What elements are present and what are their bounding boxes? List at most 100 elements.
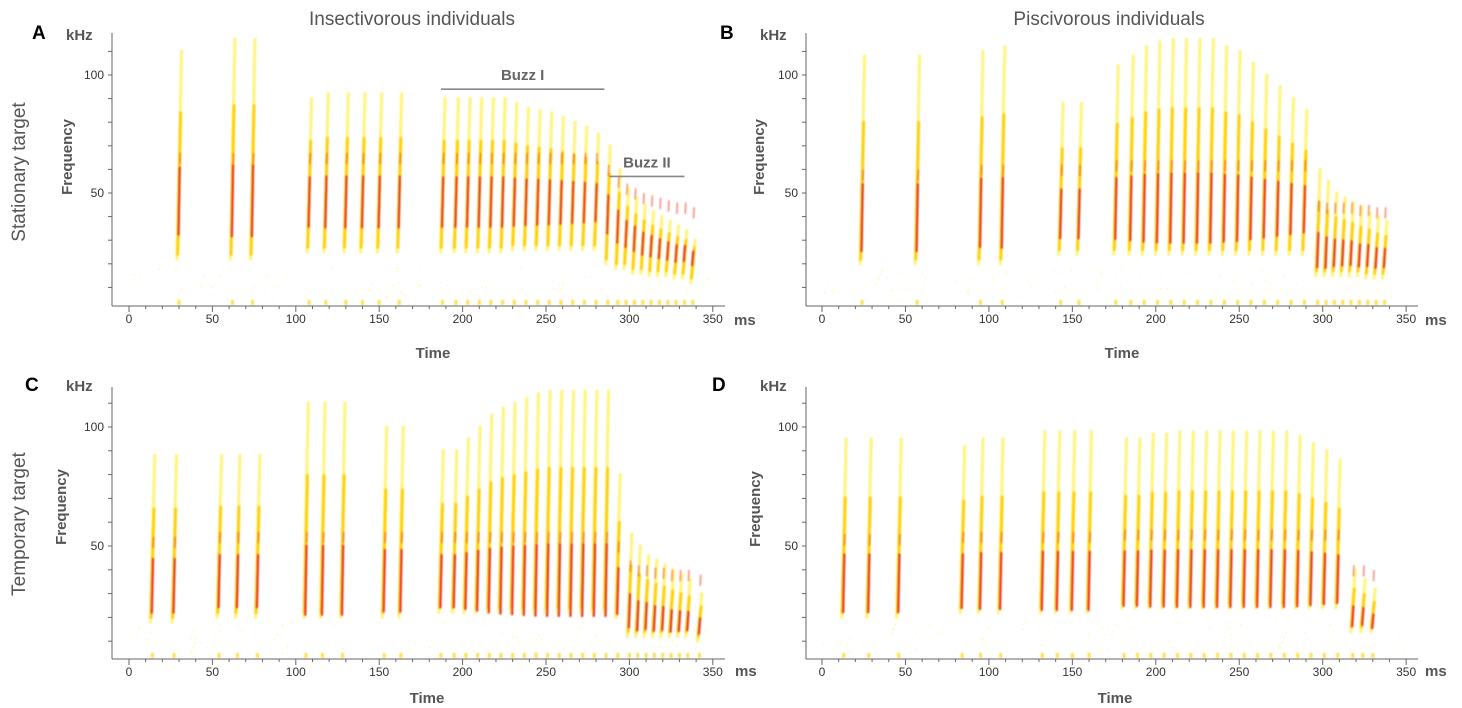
call-mark [1380,207,1389,305]
noise-speck [841,634,844,637]
noise-speck [1374,642,1377,645]
call-mark [1120,437,1129,658]
x-tick-label: 350 [1396,312,1416,326]
noise-speck [1070,270,1073,272]
noise-speck [535,639,537,641]
call-mark [998,45,1007,305]
noise-speck [1304,632,1307,634]
noise-speck [142,625,144,627]
call-mark [1267,430,1276,658]
noise-speck [496,645,499,647]
noise-speck [580,627,582,629]
noise-speck [561,284,564,286]
noise-speck [694,647,696,650]
noise-speck [203,275,205,277]
noise-speck [1361,647,1363,649]
noise-speck [890,633,893,636]
spectrogram-plot: 50 100 0 50 100 150 200 250 300 350 [778,387,1418,679]
call-mark [375,92,384,305]
call-mark [215,453,224,658]
y-tick-label: 50 [91,539,105,553]
noise-speck [959,291,961,293]
noise-speck [925,296,927,299]
noise-speck [878,278,880,280]
call-mark [397,425,405,658]
noise-speck [581,620,583,623]
noise-speck [159,623,161,626]
x-unit-label: ms [1425,663,1447,680]
call-mark [1173,430,1182,658]
noise-speck [1271,278,1274,280]
x-axis-title: Time [1098,690,1133,707]
spectrogram-plot: 50 100 0 50 100 150 200 250 300 350 [84,387,725,679]
noise-speck [193,629,195,632]
noise-speck [982,640,984,642]
noise-speck [1223,279,1225,281]
noise-speck [1265,279,1267,282]
noise-speck [1119,285,1122,287]
noise-speck [388,270,390,272]
noise-speck [417,297,419,299]
noise-speck [508,645,510,648]
panel-a: A kHz Frequency Time ms 50 100 0 50 100 150 20… [32,23,756,362]
noise-speck [1235,273,1238,276]
noise-speck [1040,644,1043,646]
noise-speck [921,272,923,275]
noise-speck [371,628,374,631]
call-mark [1322,179,1331,305]
y-unit-label: kHz [760,27,787,44]
noise-speck [1330,634,1332,637]
noise-speck [372,269,374,272]
noise-speck [378,621,380,623]
noise-speck [966,291,969,293]
noise-speck [141,620,143,622]
call-mark [462,437,471,658]
noise-speck [695,624,697,627]
y-axis-title: Frequency [747,470,764,547]
noise-speck [1329,277,1331,280]
noise-speck [577,633,579,635]
noise-speck [306,298,308,300]
noise-speck [493,296,495,298]
noise-speck [881,268,884,271]
x-tick-label: 150 [1062,312,1082,326]
noise-speck [240,629,243,631]
noise-speck [194,288,197,290]
noise-speck [276,633,278,635]
call-mark [840,437,848,658]
call-mark [1220,45,1229,305]
noise-speck [704,284,706,286]
x-tick-label: 50 [899,665,913,679]
noise-speck [371,282,374,285]
noise-speck [582,622,584,624]
noise-speck [179,292,181,294]
noise-speck [1285,632,1287,634]
call-mark [485,413,494,658]
call-mark [318,401,327,658]
noise-speck [705,628,708,630]
noise-speck [133,287,135,289]
noise-speck [837,292,839,294]
noise-speck [521,289,523,292]
noise-speck [287,644,289,646]
noise-speck [1261,269,1263,271]
noise-speck [654,295,656,298]
noise-speck [709,271,712,273]
noise-speck [588,269,591,271]
y-tick-label: 100 [84,420,104,434]
noise-speck [874,282,877,284]
noise-speck [1405,298,1407,301]
noise-speck [846,642,849,644]
noise-speck [453,277,455,280]
noise-speck [397,270,400,273]
noise-speck [1057,272,1060,274]
noise-speck [271,284,273,287]
noise-speck [915,633,917,635]
noise-speck [1240,624,1242,626]
x-tick-label: 50 [899,312,913,326]
noise-speck [175,268,177,271]
noise-speck [895,622,897,625]
noise-speck [1263,641,1265,644]
noise-speck [1282,275,1285,278]
noise-speck [1401,621,1403,624]
